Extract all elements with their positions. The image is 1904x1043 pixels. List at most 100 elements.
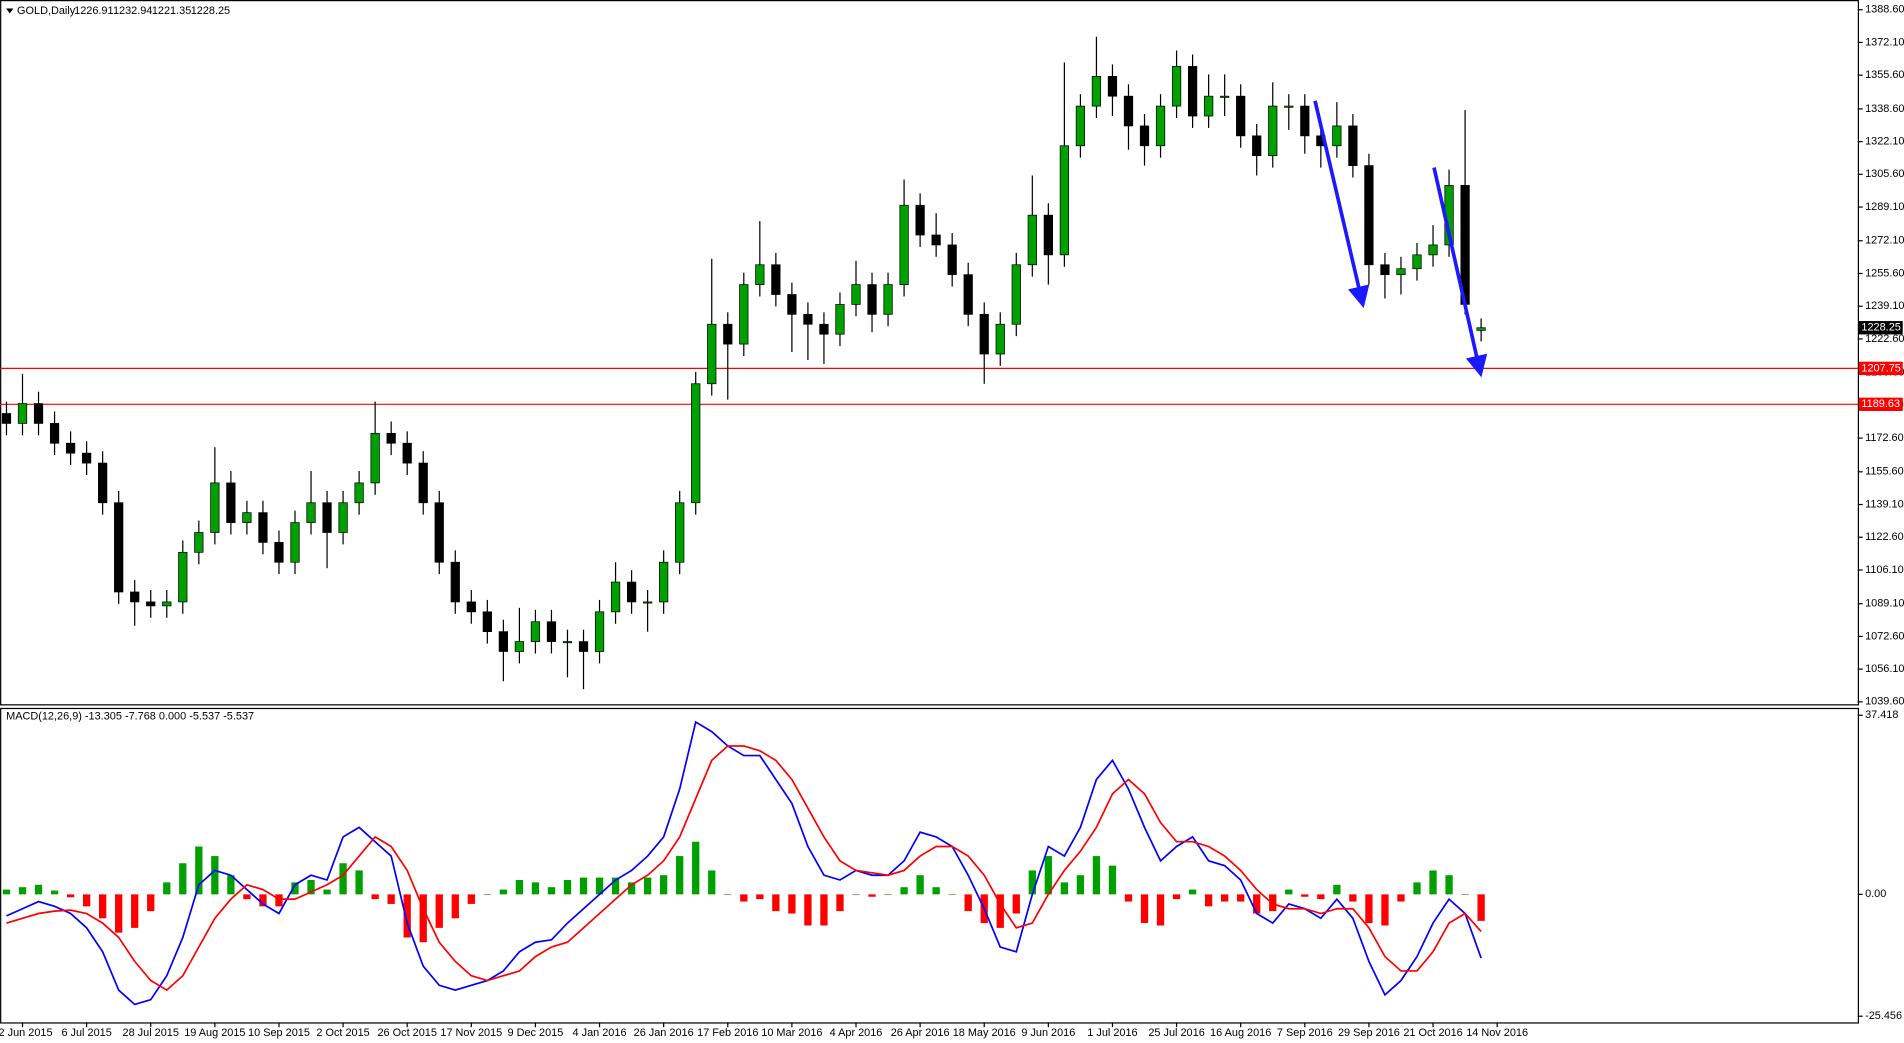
- x-tick-label: 9 Dec 2015: [508, 1027, 564, 1039]
- candle-body: [33, 403, 44, 424]
- candle-body: [354, 482, 364, 504]
- y-tick-label: 1289.10: [1865, 201, 1904, 213]
- candle-body: [578, 641, 589, 652]
- histogram-bar: [195, 846, 203, 895]
- candle-body: [851, 284, 861, 305]
- candle-body: [418, 462, 428, 504]
- histogram-bar: [643, 877, 652, 895]
- ohlc-open: 1226.91: [74, 5, 113, 17]
- histogram-bar: [627, 882, 636, 895]
- x-tick-label: 10 Sep 2015: [248, 1027, 310, 1039]
- histogram-bar: [259, 894, 267, 907]
- candle-body: [530, 621, 541, 642]
- histogram-bar: [99, 894, 107, 919]
- price-tag: [1859, 397, 1903, 411]
- plot-layer: 1388.60 1372.10 1355.60 1338.60 1322.10 1305.…: [0, 4, 1904, 1040]
- candle-body: [146, 601, 156, 607]
- histogram-bar: [1365, 894, 1373, 924]
- histogram-bar: [275, 894, 283, 907]
- y-tick-label: 1072.60: [1865, 630, 1904, 642]
- candle-body: [1043, 214, 1053, 256]
- y-tick-label: 1322.10: [1865, 135, 1904, 147]
- candle-body: [1091, 75, 1102, 107]
- histogram-bar: [1429, 870, 1437, 895]
- histogram-bar: [1253, 894, 1261, 914]
- last-price-tag: [1859, 321, 1903, 335]
- trend-arrow: [1432, 167, 1488, 378]
- candle-body: [1476, 327, 1486, 331]
- x-tick-label: 17 Feb 2016: [697, 1027, 758, 1039]
- histogram-bar: [563, 880, 572, 895]
- histogram-bar: [964, 894, 972, 912]
- candle-body: [226, 482, 236, 523]
- candle-body: [178, 551, 188, 603]
- histogram-bar: [355, 870, 363, 895]
- histogram-bar: [66, 894, 75, 898]
- histogram-bar: [467, 894, 475, 904]
- histogram-bar: [1301, 894, 1309, 897]
- candle-body: [1364, 165, 1374, 266]
- ohlc-close: 1228.25: [191, 5, 230, 17]
- y-tick-label: -25.456: [1865, 1010, 1902, 1022]
- trend-arrow: [1313, 100, 1370, 309]
- candle-body: [1268, 105, 1278, 157]
- candle-body: [1348, 125, 1358, 166]
- candle-body: [322, 502, 332, 533]
- candle-body: [370, 432, 380, 484]
- price-tag: [1859, 361, 1903, 376]
- candle-body: [290, 522, 300, 563]
- y-tick-label: 1222.60: [1865, 333, 1904, 345]
- x-tick-label: 29 Sep 2016: [1338, 1027, 1400, 1039]
- x-tick-label: 4 Apr 2016: [830, 1027, 883, 1039]
- histogram-bar: [1269, 894, 1277, 912]
- candle-body: [1236, 95, 1246, 137]
- histogram-bar: [1381, 894, 1389, 926]
- candle-body: [1220, 95, 1230, 98]
- x-tick-label: 21 Oct 2016: [1403, 1027, 1462, 1039]
- histogram-bar: [179, 863, 187, 895]
- candle-body: [787, 294, 797, 315]
- candle-body: [498, 631, 508, 652]
- histogram-bar: [595, 877, 604, 895]
- histogram-bar: [307, 880, 315, 895]
- histogram-bar: [1140, 894, 1149, 924]
- histogram-bar: [1156, 894, 1165, 926]
- histogram-bar: [932, 887, 940, 895]
- histogram-bar: [756, 894, 764, 900]
- candle-body: [835, 304, 845, 335]
- candle-body: [1107, 75, 1118, 97]
- histogram-bar: [1012, 894, 1020, 914]
- x-tick-label: 12 Jun 2015: [0, 1027, 53, 1039]
- candle-body: [1252, 135, 1262, 157]
- candle-body: [610, 581, 621, 613]
- chart-title: GOLD,Daily: [17, 5, 76, 17]
- candle-body: [643, 601, 653, 604]
- histogram-bar: [611, 877, 620, 895]
- y-tick-label: 1039.60: [1865, 696, 1904, 708]
- y-tick-label: 1089.10: [1865, 598, 1904, 610]
- x-tick-label: 18 May 2016: [953, 1027, 1016, 1039]
- candle-body: [434, 502, 444, 563]
- x-tick-label: 7 Sep 2016: [1277, 1027, 1333, 1039]
- candle-body: [274, 542, 284, 563]
- ohlc-low: 1221.35: [152, 5, 191, 17]
- y-tick-label: 0.00: [1865, 888, 1886, 900]
- candle-body: [963, 274, 973, 315]
- candle-body: [546, 621, 557, 642]
- histogram-bar: [1076, 875, 1085, 895]
- candle-body: [1171, 66, 1182, 107]
- candle-body: [1380, 264, 1390, 276]
- candle-body: [899, 204, 909, 285]
- histogram-bar: [1204, 894, 1213, 907]
- candle-body: [819, 323, 829, 335]
- histogram-bar: [1477, 894, 1485, 921]
- histogram-bar: [243, 894, 251, 900]
- x-tick-label: 10 Mar 2016: [761, 1027, 822, 1039]
- histogram-bar: [996, 894, 1004, 928]
- candle-body: [691, 383, 701, 504]
- histogram-bar: [692, 841, 700, 895]
- histogram-bar: [34, 884, 43, 895]
- histogram-bar: [82, 894, 91, 907]
- histogram-bar: [1060, 882, 1069, 895]
- histogram-bar: [115, 894, 123, 933]
